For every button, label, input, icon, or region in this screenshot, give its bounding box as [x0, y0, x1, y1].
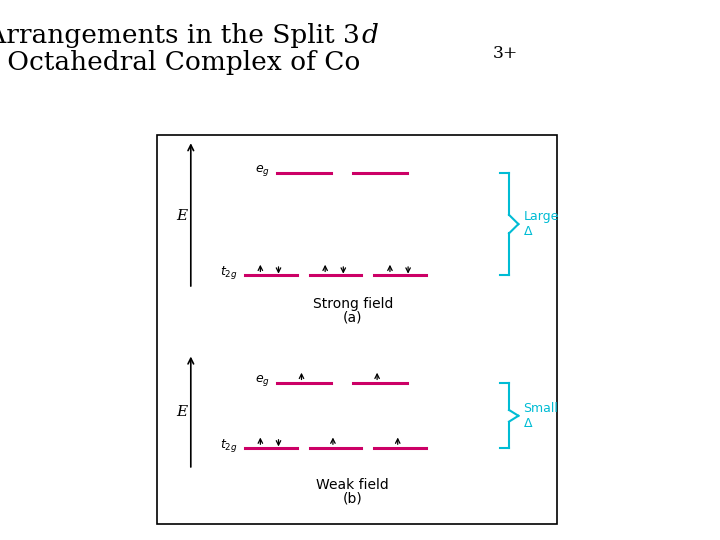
- Text: (a): (a): [343, 310, 363, 325]
- Text: Strong field: Strong field: [312, 297, 393, 311]
- Text: Orbitals in an Octahedral Complex of Co: Orbitals in an Octahedral Complex of Co: [0, 50, 360, 75]
- Text: $e_g$: $e_g$: [255, 163, 270, 178]
- Bar: [157, 135, 557, 524]
- Text: Large
Δ: Large Δ: [523, 210, 559, 238]
- Text: $t_{2g}$: $t_{2g}$: [220, 264, 238, 281]
- Text: E: E: [176, 209, 187, 223]
- Text: 3+: 3+: [493, 45, 518, 63]
- Text: Possible Electron Arrangements in the Split 3: Possible Electron Arrangements in the Sp…: [0, 23, 360, 48]
- Text: $t_{2g}$: $t_{2g}$: [220, 437, 238, 454]
- Text: Weak field: Weak field: [316, 478, 390, 492]
- Text: d: d: [361, 23, 378, 48]
- Text: Small
Δ: Small Δ: [523, 402, 558, 430]
- Text: (b): (b): [343, 491, 363, 505]
- Text: $e_g$: $e_g$: [255, 373, 270, 388]
- Text: E: E: [176, 405, 187, 419]
